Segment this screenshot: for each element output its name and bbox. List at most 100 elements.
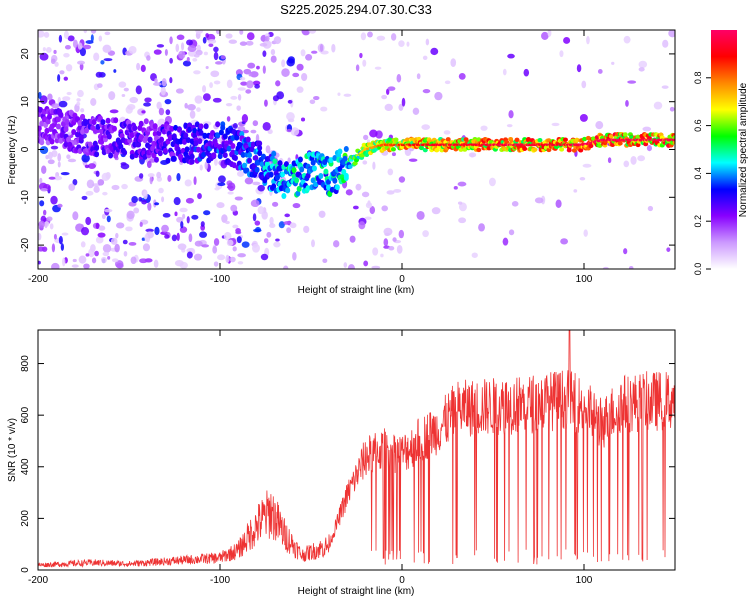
ridge-cell: [260, 153, 266, 160]
noise-blob: [38, 260, 41, 265]
ridge-cell: [129, 131, 135, 138]
ridge-cell: [151, 140, 157, 147]
ridge-cell: [253, 155, 259, 162]
noise-blob: [311, 239, 315, 248]
noise-blob: [257, 184, 265, 192]
ridge-cell: [241, 162, 247, 169]
noise-blob: [53, 49, 57, 55]
ridge-cell: [44, 127, 50, 134]
noise-blob: [282, 265, 289, 269]
noise-blob: [583, 229, 588, 237]
noise-blob: [102, 191, 108, 196]
noise-blob: [182, 213, 186, 219]
noise-blob: [214, 158, 218, 166]
ridge-cell: [291, 167, 297, 174]
noise-blob: [555, 199, 562, 208]
ridge-cell: [194, 121, 200, 128]
ridge-cell: [77, 120, 83, 127]
noise-blob: [249, 71, 259, 78]
noise-blob: [387, 86, 396, 91]
noise-blob: [269, 216, 274, 225]
spectrogram-y-axis-label: Frequency (Hz): [7, 116, 18, 185]
noise-blob: [226, 79, 233, 89]
ridge-cell: [462, 147, 468, 152]
ridge-cell: [220, 124, 226, 131]
ridge-cell: [38, 125, 42, 132]
noise-blob: [421, 124, 431, 130]
noise-blob: [116, 262, 124, 269]
ridge-cell: [318, 172, 324, 179]
ridge-cell: [257, 144, 263, 151]
noise-blob: [602, 266, 609, 269]
noise-blob: [188, 233, 193, 243]
noise-blob: [123, 87, 129, 92]
noise-blob: [136, 62, 141, 71]
ridge-cell: [323, 168, 329, 175]
noise-blob: [91, 257, 97, 264]
ridge-cell: [78, 134, 84, 141]
ridge-cell: [77, 124, 83, 131]
noise-blob: [252, 181, 261, 186]
noise-blob: [58, 235, 63, 245]
noise-blob: [102, 251, 110, 257]
noise-blob: [398, 229, 405, 239]
noise-blob: [95, 170, 100, 177]
noise-blob: [80, 241, 86, 248]
noise-blob: [228, 39, 238, 44]
noise-blob: [208, 43, 214, 48]
ridge-cell: [38, 106, 44, 113]
ridge-cell: [275, 174, 281, 181]
noise-blob: [182, 60, 192, 67]
noise-blob: [104, 31, 111, 36]
noise-blob: [611, 61, 615, 65]
ridge-cell: [617, 141, 623, 146]
noise-blob: [289, 222, 297, 229]
ridge-cell: [532, 147, 538, 152]
ridge-cell: [393, 137, 399, 142]
noise-blob: [290, 127, 300, 136]
noise-blob: [223, 231, 232, 241]
noise-blob: [236, 105, 241, 111]
y-tick-label: 0: [20, 567, 31, 573]
ridge-cell: [100, 119, 106, 126]
noise-blob: [162, 213, 171, 218]
noise-blob: [187, 45, 197, 53]
noise-blob: [579, 176, 586, 181]
noise-blob: [502, 237, 509, 246]
noise-blob: [358, 221, 366, 230]
noise-blob: [270, 55, 277, 63]
noise-blob: [458, 73, 466, 80]
noise-blob: [58, 34, 63, 43]
noise-blob: [130, 256, 137, 265]
noise-blob: [81, 153, 90, 163]
noise-blob: [201, 244, 209, 248]
noise-blob: [416, 210, 425, 220]
noise-blob: [366, 139, 370, 144]
noise-blob: [662, 39, 669, 48]
noise-blob: [226, 116, 231, 122]
noise-blob: [164, 48, 168, 56]
noise-blob: [196, 107, 201, 112]
ridge-cell: [198, 129, 204, 136]
noise-blob: [146, 160, 152, 169]
x-tick-label: 0: [399, 575, 405, 586]
noise-blob: [54, 61, 59, 67]
noise-blob: [607, 157, 612, 164]
noise-blob: [82, 44, 92, 50]
noise-blob: [186, 251, 193, 259]
noise-blob: [153, 82, 162, 86]
noise-blob: [273, 36, 282, 45]
noise-blob: [237, 125, 246, 132]
ridge-cell: [153, 156, 159, 163]
noise-blob: [286, 128, 292, 133]
noise-blob: [156, 44, 165, 48]
noise-blob: [143, 190, 148, 200]
noise-blob: [143, 102, 152, 107]
noise-blob: [296, 63, 304, 71]
noise-blob: [628, 266, 634, 269]
noise-blob: [131, 195, 138, 203]
ridge-cell: [342, 155, 348, 162]
ridge-cell: [418, 145, 424, 151]
